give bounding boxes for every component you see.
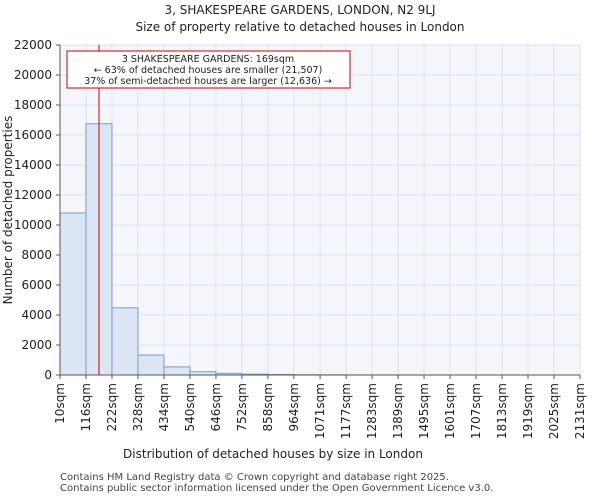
y-tick-label: 0 bbox=[44, 368, 52, 382]
y-tick-label: 2000 bbox=[21, 338, 52, 352]
x-tick-label: 1813sqm bbox=[495, 383, 509, 439]
x-tick-label: 964sqm bbox=[287, 383, 301, 431]
x-tick-label: 858sqm bbox=[261, 383, 275, 431]
chart-title: 3, SHAKESPEARE GARDENS, LONDON, N2 9LJ bbox=[164, 3, 436, 17]
annotation-line: ← 63% of detached houses are smaller (21… bbox=[94, 65, 323, 76]
footer-copyright: Contains HM Land Registry data © Crown c… bbox=[60, 472, 449, 483]
x-tick-label: 1071sqm bbox=[313, 383, 327, 439]
x-tick-label: 1495sqm bbox=[417, 383, 431, 439]
histogram-bar bbox=[137, 354, 165, 376]
x-tick-label: 646sqm bbox=[209, 383, 223, 431]
histogram-chart: 0 2000 4000 6000 8000 10000 12000 14000 16000 180… bbox=[1, 38, 587, 461]
x-tick-label: 1389sqm bbox=[391, 383, 405, 439]
x-tick-label: 1283sqm bbox=[365, 383, 379, 439]
y-tick-label: 14000 bbox=[14, 158, 52, 172]
x-axis-label: Distribution of detached houses by size … bbox=[123, 447, 423, 461]
histogram-bar bbox=[111, 307, 139, 376]
y-tick-label: 8000 bbox=[21, 248, 52, 262]
x-tick-label: 222sqm bbox=[105, 383, 119, 431]
x-tick-label: 328sqm bbox=[131, 383, 145, 431]
x-tick-label: 10sqm bbox=[53, 383, 67, 424]
annotation-box bbox=[66, 50, 351, 89]
histogram-bar bbox=[163, 366, 191, 376]
y-tick-label: 6000 bbox=[21, 278, 52, 292]
x-tick-label: 2025sqm bbox=[547, 383, 561, 439]
x-tick-label: 1177sqm bbox=[339, 383, 353, 439]
x-tick-label: 2131sqm bbox=[573, 383, 587, 439]
x-tick-label: 1707sqm bbox=[469, 383, 483, 439]
marker: 3 SHAKESPEARE GARDENS: 169sqm← 63% of de… bbox=[66, 45, 351, 375]
annotation-line: 37% of semi-detached houses are larger (… bbox=[84, 76, 332, 87]
y-tick-label: 16000 bbox=[14, 128, 52, 142]
tick-labels: 0 2000 4000 6000 8000 10000 12000 14000 16000 180… bbox=[14, 38, 587, 439]
x-tick-label: 1919sqm bbox=[521, 383, 535, 439]
x-tick-label: 116sqm bbox=[79, 383, 93, 431]
x-tick-label: 752sqm bbox=[235, 383, 249, 431]
x-tick-label: 1601sqm bbox=[443, 383, 457, 439]
grid bbox=[59, 44, 581, 376]
histogram-bar bbox=[59, 212, 87, 376]
y-tick-label: 18000 bbox=[14, 98, 52, 112]
x-tick-label: 540sqm bbox=[183, 383, 197, 431]
y-tick-label: 10000 bbox=[14, 218, 52, 232]
chart-subtitle: Size of property relative to detached ho… bbox=[135, 20, 465, 34]
annotation-line: 3 SHAKESPEARE GARDENS: 169sqm bbox=[122, 54, 294, 65]
x-tick-label: 434sqm bbox=[157, 383, 171, 431]
y-tick-label: 12000 bbox=[14, 188, 52, 202]
footer-licence: Contains public sector information licen… bbox=[60, 483, 494, 494]
y-tick-label: 22000 bbox=[14, 38, 52, 52]
y-axis-label: Number of detached properties bbox=[1, 116, 15, 305]
y-tick-label: 20000 bbox=[14, 68, 52, 82]
y-tick-label: 4000 bbox=[21, 308, 52, 322]
